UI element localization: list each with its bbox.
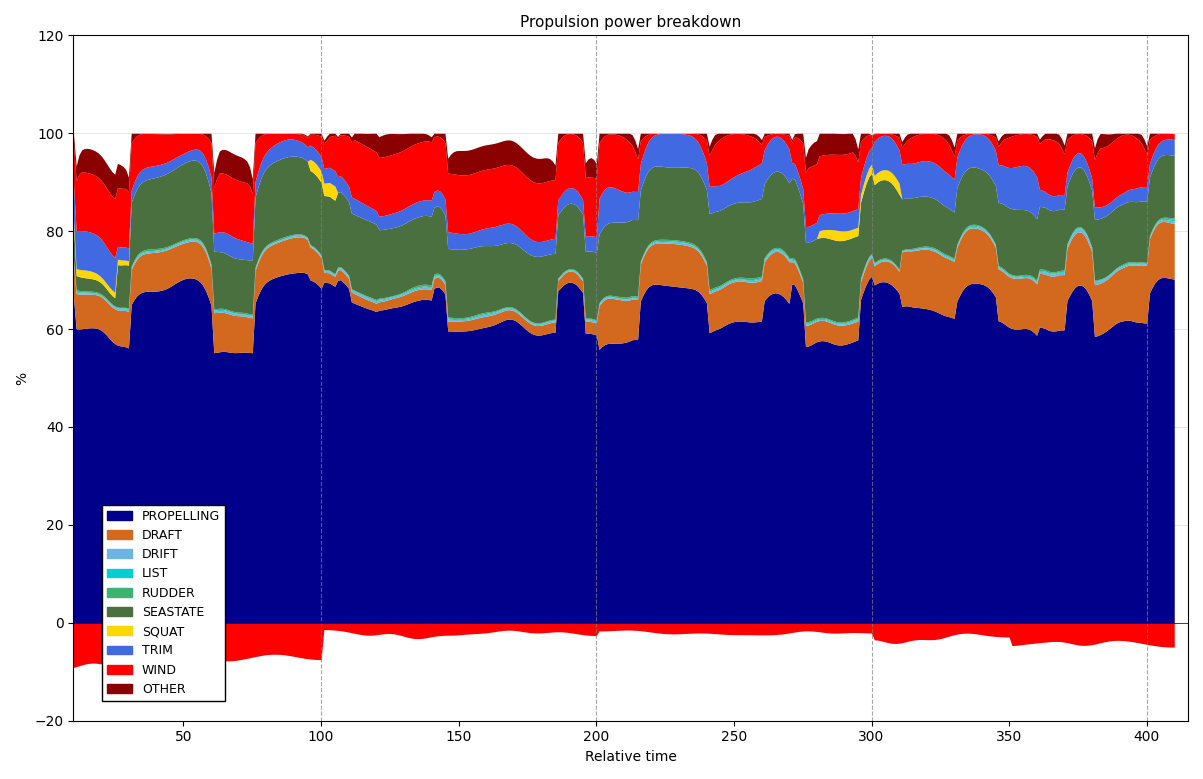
Y-axis label: %: % xyxy=(14,372,29,385)
X-axis label: Relative time: Relative time xyxy=(585,750,676,764)
Title: Propulsion power breakdown: Propulsion power breakdown xyxy=(520,15,741,30)
Legend: PROPELLING, DRAFT, DRIFT, LIST, RUDDER, SEASTATE, SQUAT, TRIM, WIND, OTHER: PROPELLING, DRAFT, DRIFT, LIST, RUDDER, … xyxy=(102,505,225,701)
